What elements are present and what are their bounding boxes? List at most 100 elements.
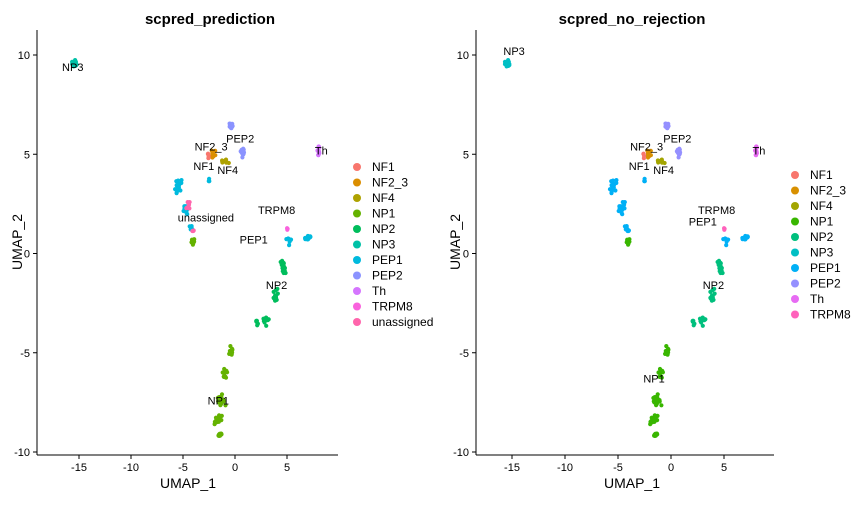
- point-pep1: [303, 237, 308, 242]
- point-np1: [660, 370, 666, 375]
- cluster-label: Th: [753, 145, 766, 157]
- y-tick-label: -10: [14, 447, 30, 459]
- point-np1: [219, 397, 224, 402]
- legend-key: [353, 240, 361, 249]
- x-axis-label: UMAP_1: [604, 475, 660, 491]
- panel-title: scpred_prediction: [145, 11, 275, 28]
- point-nf1: [642, 153, 647, 159]
- point-pep1: [174, 179, 179, 184]
- point-unassigned: [186, 205, 191, 210]
- legend-key: [791, 186, 799, 195]
- legend-label: NF1: [372, 160, 395, 174]
- point-pep1: [609, 179, 614, 184]
- point-pep1: [175, 186, 180, 191]
- legend-key: [353, 302, 361, 311]
- point-np1: [664, 344, 669, 349]
- point-pep1: [745, 234, 750, 239]
- legend-key: [791, 310, 799, 319]
- point-pep1: [724, 243, 729, 248]
- cluster-label: NF4: [653, 165, 674, 177]
- ticks-layer: -15 -10 -5 0 5 10 5 0 -5 -10: [453, 50, 727, 474]
- point-np1: [223, 403, 228, 408]
- point-pep1: [621, 205, 626, 210]
- point-nf1: [206, 153, 211, 159]
- legend-key: [353, 271, 361, 280]
- cluster-label: TRPM8: [698, 205, 735, 217]
- point-np1: [212, 419, 217, 424]
- point-pep1: [609, 183, 614, 188]
- point-np3: [73, 59, 78, 64]
- legend-label: NP2: [372, 222, 396, 236]
- point-np2: [255, 321, 260, 326]
- legend-label: PEP2: [810, 277, 841, 291]
- cluster-label: NF1: [629, 161, 650, 173]
- x-tick-label: -10: [557, 462, 573, 474]
- legend-key: [353, 318, 361, 326]
- cluster-label: NF1: [193, 161, 214, 173]
- point-np2: [702, 318, 707, 323]
- legend-key: [353, 163, 361, 171]
- legend-label: PEP2: [372, 269, 403, 283]
- legend-key: [791, 264, 799, 272]
- point-np1: [219, 392, 225, 397]
- point-th: [317, 151, 322, 156]
- point-np1: [223, 374, 228, 379]
- legend-key: [353, 225, 361, 233]
- point-np2: [281, 270, 286, 276]
- y-tick-label: -5: [459, 348, 469, 360]
- point-np1: [663, 351, 668, 356]
- point-np2: [692, 321, 697, 326]
- x-tick-label: -15: [504, 462, 520, 474]
- legend-key: [791, 202, 799, 210]
- point-pep1: [609, 186, 615, 191]
- legend-label: TRPM8: [810, 308, 851, 322]
- x-tick-label: 5: [284, 462, 290, 474]
- point-np3: [506, 59, 511, 64]
- x-tick-label: -5: [178, 462, 188, 474]
- point-pep1: [174, 183, 179, 188]
- y-axis-label: UMAP_2: [9, 214, 25, 270]
- point-pep1: [614, 178, 619, 183]
- point-np2: [279, 262, 284, 267]
- point-np1: [225, 370, 230, 375]
- point-np1: [217, 432, 222, 437]
- point-nf4: [220, 158, 225, 163]
- legend-label: NP1: [372, 207, 396, 221]
- cluster-label: NP3: [503, 46, 524, 58]
- y-tick-label: 10: [18, 50, 30, 62]
- point-np1: [652, 432, 658, 437]
- point-np2: [718, 270, 723, 276]
- point-pep2: [230, 124, 235, 129]
- points-layer: [70, 58, 322, 438]
- panel-title: scpred_no_rejection: [559, 11, 706, 28]
- panel-scpred-no-rejection: scpred_no_rejection NP3 PEP2 NF2_3 Th NF1 NF4…: [447, 11, 851, 491]
- legend-key: [353, 287, 361, 295]
- legend-key: [791, 217, 799, 226]
- point-pep1: [740, 237, 745, 242]
- point-pep2: [240, 149, 245, 154]
- y-tick-label: 0: [463, 249, 469, 261]
- point-pep1: [206, 179, 211, 184]
- point-np2: [710, 288, 715, 293]
- x-tick-label: -5: [613, 462, 623, 474]
- legend-label: NP1: [810, 215, 834, 229]
- cluster-label: PEP1: [689, 217, 717, 229]
- legend-key: [791, 233, 799, 241]
- point-np2: [716, 262, 721, 267]
- cluster-label: NP1: [643, 374, 664, 386]
- point-np2: [718, 266, 723, 271]
- point-pep1: [308, 234, 313, 239]
- cluster-label: NF2_3: [630, 141, 663, 153]
- point-pep1: [724, 237, 729, 242]
- legend-label: NP2: [810, 230, 834, 244]
- cluster-label: unassigned: [178, 213, 234, 225]
- point-np1: [657, 366, 663, 372]
- point-pep2: [240, 155, 245, 160]
- legend-key: [353, 256, 361, 264]
- point-pep1: [620, 212, 625, 217]
- point-pep2: [676, 149, 681, 154]
- cluster-label: NF2_3: [195, 141, 228, 153]
